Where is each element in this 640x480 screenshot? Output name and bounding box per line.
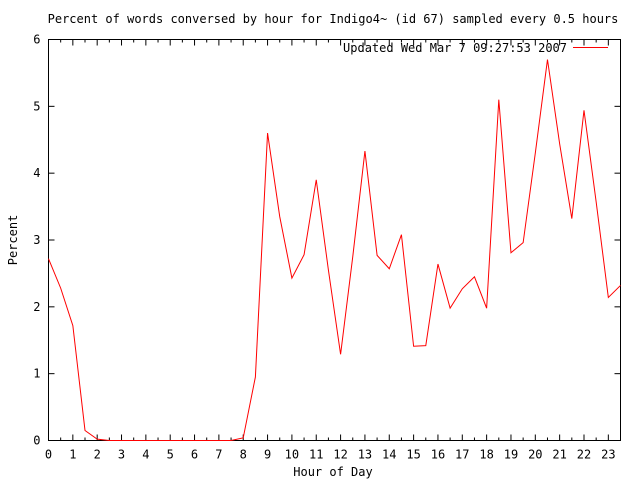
x-tick-label-8: 8 [240, 448, 247, 462]
chart-title: Percent of words conversed by hour for I… [48, 12, 619, 26]
x-tick-label-4: 4 [142, 448, 149, 462]
y-tick-label-6: 6 [33, 33, 40, 47]
legend: Updated Wed Mar 7 09:27:53 2007 [343, 41, 608, 55]
y-axis-label: Percent [6, 215, 20, 266]
y-tick-label-5: 5 [33, 99, 40, 113]
y-tick-label-4: 4 [33, 166, 40, 180]
x-tick-label-13: 13 [358, 448, 372, 462]
x-axis-ticks: 0 1 2 3 4 5 6 7 8 9 10 11 12 13 14 15 16 17 18 19 20 21 22 23 [45, 39, 621, 462]
x-tick-label-15: 15 [406, 448, 420, 462]
x-tick-label-21: 21 [552, 448, 566, 462]
x-axis-label: Hour of Day [293, 465, 372, 479]
x-tick-label-3: 3 [118, 448, 125, 462]
y-tick-label-3: 3 [33, 233, 40, 247]
x-tick-label-18: 18 [479, 448, 493, 462]
x-tick-label-11: 11 [309, 448, 323, 462]
x-tick-label-17: 17 [455, 448, 469, 462]
y-tick-label-0: 0 [33, 434, 40, 448]
series-line-0 [48, 59, 621, 441]
x-tick-label-0: 0 [45, 448, 52, 462]
y-axis-ticks: 0 1 2 3 4 5 6 [33, 33, 621, 448]
x-tick-label-20: 20 [528, 448, 542, 462]
x-tick-label-7: 7 [215, 448, 222, 462]
x-tick-label-5: 5 [167, 448, 174, 462]
x-tick-label-16: 16 [431, 448, 445, 462]
x-tick-label-6: 6 [191, 448, 198, 462]
x-tick-label-22: 22 [577, 448, 591, 462]
y-tick-label-2: 2 [33, 300, 40, 314]
x-tick-label-23: 23 [601, 448, 615, 462]
x-tick-label-12: 12 [333, 448, 347, 462]
x-tick-label-19: 19 [504, 448, 518, 462]
x-tick-label-10: 10 [285, 448, 299, 462]
legend-label: Updated Wed Mar 7 09:27:53 2007 [343, 41, 567, 55]
series-layer [48, 59, 621, 441]
x-tick-label-1: 1 [69, 448, 76, 462]
y-tick-label-1: 1 [33, 367, 40, 381]
x-tick-label-14: 14 [382, 448, 396, 462]
x-tick-label-2: 2 [94, 448, 101, 462]
x-tick-label-9: 9 [264, 448, 271, 462]
plot-frame [48, 39, 621, 441]
